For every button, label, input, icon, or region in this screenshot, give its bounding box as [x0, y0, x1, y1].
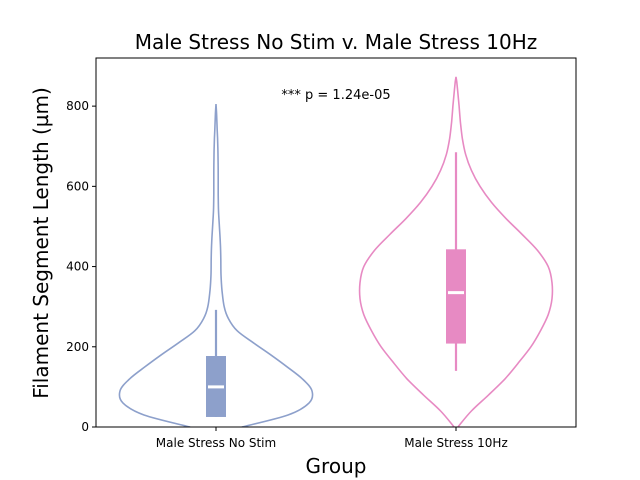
y-tick-label-200: 200 — [66, 340, 89, 354]
x-tick-label-male-stress-no-stim: Male Stress No Stim — [156, 436, 276, 450]
y-tick-label-400: 400 — [66, 260, 89, 274]
plot-area — [118, 76, 554, 427]
y-tick-label-0: 0 — [81, 420, 89, 434]
x-tick-label-male-stress-10hz: Male Stress 10Hz — [404, 436, 508, 450]
chart-title: Male Stress No Stim v. Male Stress 10Hz — [135, 30, 538, 54]
y-axis-label: Filament Segment Length (µm) — [29, 87, 53, 399]
y-tick-label-600: 600 — [66, 179, 89, 193]
iqr-box-male-stress-10hz — [446, 249, 466, 344]
p-value-annotation: *** p = 1.24e-05 — [281, 88, 390, 103]
violin-male-stress-10hz — [358, 76, 554, 427]
axes: 0 200 400 600 800 — [66, 57, 577, 434]
plot-frame — [95, 57, 577, 428]
violin-male-stress-no-stim — [118, 104, 314, 427]
y-tick-label-800: 800 — [66, 99, 89, 113]
x-axis-label: Group — [306, 454, 367, 478]
